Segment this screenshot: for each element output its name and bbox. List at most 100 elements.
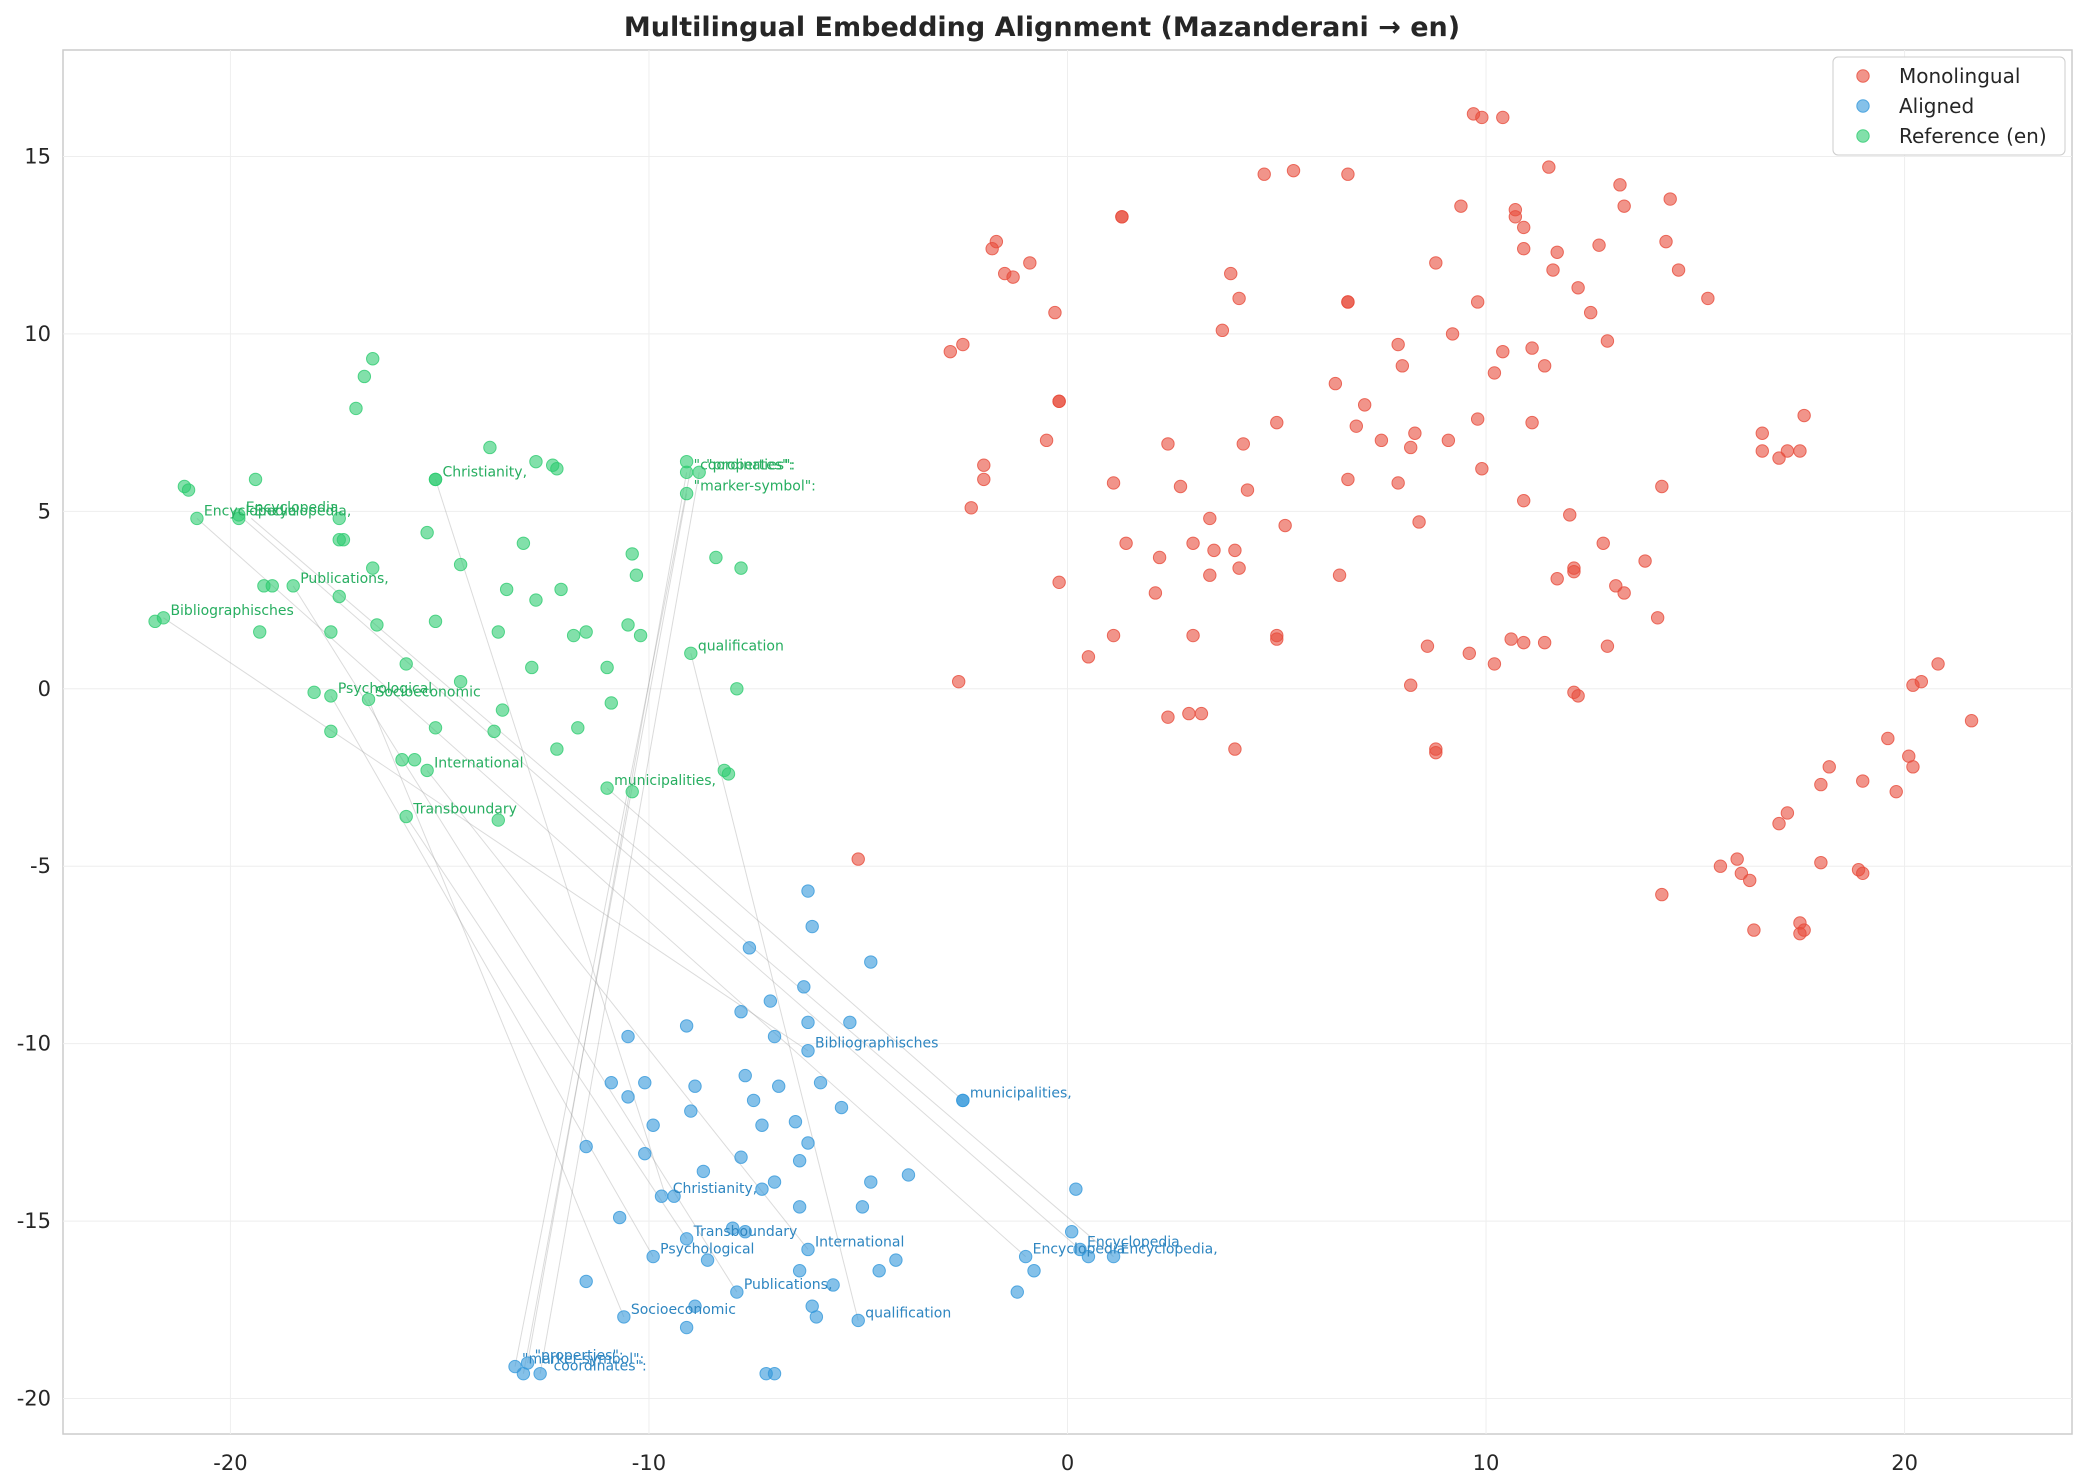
monolingual-point <box>1755 444 1769 458</box>
monolingual-point <box>1215 323 1230 338</box>
reference-point <box>399 809 413 824</box>
reference-point <box>420 763 434 778</box>
aligned-point-label: Publications, <box>744 1277 833 1293</box>
reference-point <box>428 614 443 629</box>
aligned-point <box>1010 1285 1024 1299</box>
monolingual-point <box>1106 628 1121 643</box>
reference-point <box>571 721 585 735</box>
aligned-point-label: Encyclopedia <box>1087 1234 1180 1250</box>
aligned-point <box>1069 1182 1083 1196</box>
reference-point <box>516 536 531 550</box>
aligned-point <box>767 1175 782 1189</box>
legend-label: Reference (en) <box>1899 124 2047 148</box>
reference-point-label: Publications, <box>300 571 389 587</box>
monolingual-point <box>1475 110 1489 125</box>
aligned-point <box>579 1139 593 1154</box>
aligned-point <box>872 1264 886 1278</box>
reference-point <box>550 742 564 756</box>
aligned-point <box>667 1189 681 1203</box>
reference-point <box>190 511 204 526</box>
monolingual-point <box>1701 291 1715 306</box>
monolingual-point <box>1596 536 1610 550</box>
y-tick-label: 0 <box>38 677 51 701</box>
monolingual-point <box>1496 344 1510 359</box>
aligned-point <box>801 1136 815 1150</box>
monolingual-point <box>1525 415 1539 430</box>
monolingual-point <box>1780 806 1795 820</box>
reference-point <box>625 547 639 561</box>
monolingual-point <box>1470 295 1485 309</box>
monolingual-point <box>1617 586 1631 600</box>
aligned-point <box>742 941 757 955</box>
monolingual-point <box>1772 451 1786 465</box>
aligned-point <box>843 1015 857 1030</box>
monolingual-point <box>1856 866 1870 881</box>
reference-point-label: Socioeconomic <box>376 684 481 700</box>
monolingual-point <box>1270 415 1284 430</box>
reference-point <box>499 582 514 597</box>
monolingual-point <box>1391 337 1405 352</box>
aligned-point-label: "properties": <box>535 1348 624 1364</box>
aligned-point-label: Socioeconomic <box>631 1302 736 1318</box>
alignment-line <box>527 472 688 1364</box>
aligned-point <box>725 1221 740 1235</box>
aligned-point <box>792 1200 807 1214</box>
monolingual-point <box>1496 110 1510 125</box>
monolingual-point <box>851 852 865 866</box>
reference-point <box>349 401 363 416</box>
monolingual-point <box>1617 199 1631 213</box>
y-tick-label: -20 <box>17 1387 51 1411</box>
monolingual-point <box>1571 689 1585 703</box>
monolingual-point <box>1638 554 1652 568</box>
aligned-point-label: Psychological <box>660 1242 754 1258</box>
aligned-point <box>516 1366 531 1381</box>
aligned-point <box>763 994 778 1008</box>
y-tick-label: 5 <box>38 499 51 523</box>
monolingual-point <box>1814 855 1828 870</box>
legend-marker <box>1856 69 1870 83</box>
monolingual-point <box>1613 178 1627 192</box>
monolingual-point <box>1655 479 1669 494</box>
monolingual-point <box>1881 731 1895 746</box>
reference-point <box>428 472 443 487</box>
monolingual-point <box>1906 760 1920 774</box>
reference-point-label: "marker-symbol": <box>694 479 816 495</box>
aligned-point <box>621 1090 635 1104</box>
monolingual-point <box>1328 376 1343 391</box>
reference-point <box>253 625 267 639</box>
monolingual-point <box>1517 220 1531 235</box>
reference-point <box>629 568 644 582</box>
aligned-point <box>792 1154 807 1168</box>
monolingual-point <box>1550 572 1564 586</box>
monolingual-point <box>1889 784 1903 799</box>
reference-point <box>232 511 246 526</box>
y-tick-label: -10 <box>17 1032 51 1056</box>
reference-point <box>366 352 380 366</box>
monolingual-point <box>1462 646 1477 660</box>
monolingual-point <box>1931 657 1945 671</box>
monolingual-point <box>1793 444 1807 458</box>
monolingual-point <box>1186 536 1200 550</box>
monolingual-point <box>1743 873 1757 888</box>
alignment-line <box>196 518 1026 1257</box>
reference-point-label: Encyclopedia <box>246 500 339 516</box>
monolingual-point <box>1487 366 1502 380</box>
alignment-line <box>606 787 964 1101</box>
reference-point-label: Bibliographisches <box>170 603 293 619</box>
monolingual-point <box>1659 234 1673 249</box>
aligned-point <box>797 980 811 994</box>
monolingual-point <box>1567 561 1581 575</box>
aligned-point <box>617 1310 631 1324</box>
monolingual-point <box>1391 476 1405 490</box>
reference-point <box>734 561 748 575</box>
monolingual-point <box>1203 568 1217 582</box>
reference-point <box>370 618 384 632</box>
monolingual-point <box>1550 245 1564 259</box>
aligned-point <box>801 1015 815 1030</box>
alignment-line <box>368 699 625 1318</box>
alignment-line <box>514 468 692 1367</box>
monolingual-point <box>1537 359 1552 373</box>
alignment-line <box>251 518 1114 1257</box>
reference-point <box>407 753 422 767</box>
reference-point <box>361 692 376 707</box>
